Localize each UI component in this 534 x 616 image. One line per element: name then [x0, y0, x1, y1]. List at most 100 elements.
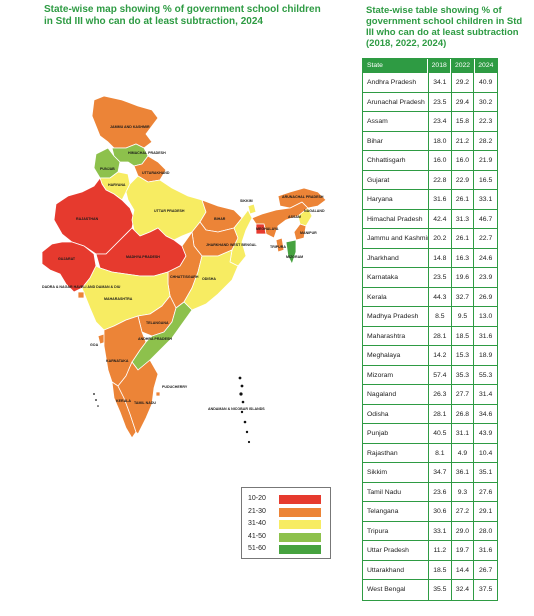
cell-value: 29.1	[479, 508, 493, 515]
cell-value: 26.8	[452, 404, 475, 423]
state-sikkim	[247, 203, 257, 215]
table-row: Meghalaya 14.2 15.3 18.9	[363, 346, 497, 366]
legend-label: 41-50	[248, 532, 266, 540]
legend-label: 31-40	[248, 520, 266, 528]
cell-value: 29.4	[452, 92, 475, 111]
cell-value: 40.5	[429, 424, 452, 443]
legend-label: 51-60	[248, 545, 266, 553]
table-row: Mizoram 57.4 35.3 55.3	[363, 365, 497, 385]
state-nagaland	[297, 207, 313, 227]
cell-value: 14.8	[429, 248, 452, 267]
header-2018: 2018	[428, 59, 452, 73]
map-label-assam: ASSAM	[288, 215, 301, 219]
cell-value: 29.0	[452, 521, 475, 540]
cell-value: 57.4	[429, 365, 452, 384]
legend-item: 31-40	[242, 518, 330, 530]
cell-state: Maharashtra	[363, 326, 429, 345]
legend-swatch	[279, 520, 321, 530]
map-label-punjab: PUNJAB	[100, 167, 115, 171]
table-row: Assam 23.4 15.8 22.3	[363, 112, 497, 132]
table-row: Tripura 33.1 29.0 28.0	[363, 521, 497, 541]
table-row: Punjab 40.5 31.1 43.9	[363, 424, 497, 444]
cell-value: 9.5	[452, 307, 475, 326]
cell-value: 35.1	[479, 469, 493, 476]
legend-swatch	[279, 545, 321, 555]
cell-value: 37.5	[479, 586, 493, 593]
table-row: Jammu and Kashmir 20.2 26.1 22.7	[363, 229, 497, 249]
cell-value: 16.3	[452, 248, 475, 267]
cell-state: Nagaland	[363, 385, 429, 404]
cell-value: 34.1	[429, 73, 452, 92]
cell-state: Uttar Pradesh	[363, 541, 429, 560]
cell-value: 28.0	[479, 527, 493, 535]
table-row: Haryana 31.6 26.1 33.1	[363, 190, 497, 210]
table-row: Himachal Pradesh 42.4 31.3 46.7	[363, 209, 497, 229]
india-choropleth-map: JAMMU AND KASHMIR HIMACHAL PRADESH PUNJA…	[42, 96, 342, 486]
legend-label: 21-30	[248, 507, 266, 515]
table-header-row: State 2018 2022 2024	[363, 59, 497, 73]
cell-value: 14.4	[452, 560, 475, 579]
map-label-nagaland: NAGALAND	[304, 209, 325, 213]
cell-value: 26.3	[429, 385, 452, 404]
table-row: Jharkhand 14.8 16.3 24.6	[363, 248, 497, 268]
map-label-telangana: TELANGANA	[146, 321, 169, 325]
cell-value: 26.1	[452, 229, 475, 248]
cell-state: Madhya Pradesh	[363, 307, 429, 326]
cell-value: 23.5	[429, 268, 452, 287]
cell-value: 21.9	[479, 157, 493, 164]
cell-value: 34.7	[429, 463, 452, 482]
state-tamil-nadu	[117, 359, 159, 435]
cell-state: Bihar	[363, 131, 429, 150]
cell-value: 31.1	[452, 424, 475, 443]
map-label-mizoram: MIZORAM	[286, 255, 303, 259]
table-row: Karnataka 23.5 19.6 23.9	[363, 268, 497, 288]
legend-item: 21-30	[242, 506, 330, 518]
cell-value: 43.9	[479, 430, 493, 437]
cell-state: Haryana	[363, 190, 429, 209]
cell-state: Arunachal Pradesh	[363, 92, 429, 111]
map-label-odisha: ODISHA	[202, 277, 216, 281]
table-row: Uttarakhand 18.5 14.4 26.7	[363, 560, 497, 580]
map-label-gujarat: GUJARAT	[58, 257, 76, 261]
map-label-ap: ANDHRA PRADESH	[138, 337, 172, 341]
cell-value: 10.4	[479, 449, 493, 457]
cell-state: Uttarakhand	[363, 560, 429, 579]
table-row: Rajasthan 8.1 4.9 10.4	[363, 443, 497, 463]
cell-state: Rajasthan	[363, 443, 429, 462]
legend-swatch	[279, 532, 321, 542]
cell-value: 9.3	[452, 482, 475, 501]
map-label-mp: MADHYA PRADESH	[126, 255, 160, 259]
cell-value: 19.7	[452, 541, 475, 560]
map-label-tripura: TRIPURA	[270, 245, 286, 249]
cell-value: 16.5	[479, 176, 493, 184]
cell-state: Karnataka	[363, 268, 429, 287]
cell-value: 31.4	[479, 391, 493, 398]
legend-swatch	[279, 507, 321, 517]
header-state: State	[363, 59, 429, 73]
cell-value: 8.5	[429, 307, 452, 326]
table-row: Tamil Nadu 23.6 9.3 27.6	[363, 482, 497, 502]
cell-value: 31.3	[452, 209, 475, 228]
andaman-islands	[238, 376, 251, 444]
map-label-tn: TAMIL NADU	[134, 401, 156, 405]
table-row: Andhra Pradesh 34.1 29.2 40.9	[363, 73, 497, 93]
cell-state: Jammu and Kashmir	[363, 229, 429, 248]
cell-value: 31.6	[479, 332, 493, 340]
cell-value: 32.7	[452, 287, 475, 306]
state-dadra	[77, 291, 85, 299]
legend-item: 51-60	[242, 543, 330, 555]
cell-value: 36.1	[452, 463, 475, 482]
table-row: Gujarat 22.8 22.9 16.5	[363, 170, 497, 190]
cell-state: Mizoram	[363, 365, 429, 384]
cell-state: Chhattisgarh	[363, 151, 429, 170]
table-title: State-wise table showing % of government…	[366, 5, 523, 49]
legend-item: 10-20	[242, 493, 330, 505]
cell-value: 44.3	[429, 287, 452, 306]
cell-value: 46.7	[479, 215, 493, 223]
state-manipur	[293, 223, 307, 241]
cell-state: West Bengal	[363, 580, 429, 600]
cell-value: 28.1	[429, 326, 452, 345]
cell-value: 23.9	[479, 274, 493, 281]
cell-value: 22.8	[429, 170, 452, 189]
cell-value: 18.0	[429, 131, 452, 150]
